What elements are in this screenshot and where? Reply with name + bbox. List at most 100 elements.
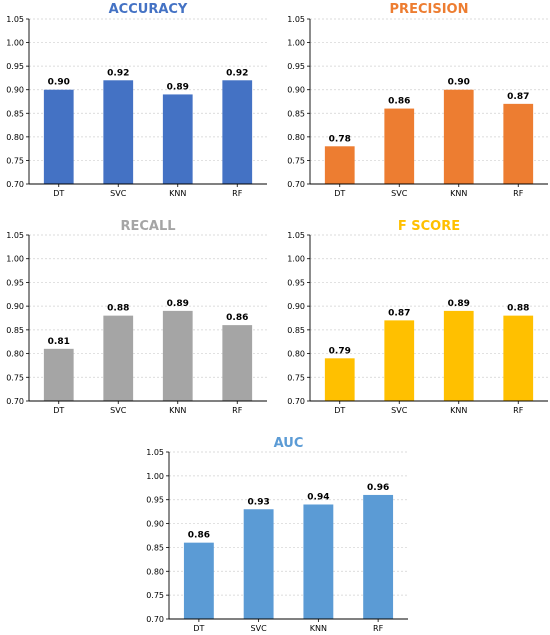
bar-dt [324,358,355,401]
bar-value-label: 0.88 [107,304,129,314]
y-tick-label: 0.85 [287,109,305,118]
bar-dt [324,146,355,184]
y-tick-label: 1.00 [287,255,305,264]
y-tick-label: 1.05 [287,15,305,24]
y-tick-label: 1.00 [6,255,24,264]
x-tick-label: KNN [450,406,467,415]
x-tick-label: RF [513,189,524,198]
x-tick-label: DT [53,406,64,415]
x-tick-label: RF [232,406,243,415]
y-tick-label: 0.95 [287,278,305,287]
bar-value-label: 0.78 [329,134,351,144]
bar-dt [43,348,74,401]
y-tick-label: 0.80 [6,133,24,142]
y-tick-label: 1.00 [146,472,164,481]
y-tick-label: 0.80 [287,350,305,359]
x-tick-label: RF [513,406,524,415]
y-tick-label: 0.95 [287,62,305,71]
y-tick-label: 0.80 [287,133,305,142]
bar-rf [503,315,534,401]
bar-knn [162,310,193,401]
x-tick-label: DT [334,189,345,198]
bar-svc [103,315,134,401]
y-tick-label: 0.85 [146,543,164,552]
y-tick-label: 0.90 [146,520,164,529]
bar-rf [363,494,394,619]
x-tick-label: KNN [310,624,327,633]
y-tick-label: 0.90 [287,302,305,311]
bar-value-label: 0.88 [507,304,529,314]
chart-title: AUC [274,436,304,451]
bar-value-label: 0.86 [226,313,248,323]
bar-svc [384,108,415,184]
x-tick-label: KNN [169,189,186,198]
y-tick-label: 0.80 [146,567,164,576]
bar-value-label: 0.89 [167,299,189,309]
chart-4: AUC 0.70 0.75 0.80 0.85 0.90 0.95 1.00 1.05 0.86 D… [146,436,408,633]
bar-value-label: 0.92 [107,68,129,78]
bar-value-label: 0.79 [329,346,351,356]
bar-knn [162,94,193,184]
bar-value-label: 0.81 [48,337,70,347]
bar-rf [222,325,253,401]
x-tick-label: SVC [251,624,268,633]
bar-knn [303,504,334,619]
bar-value-label: 0.89 [167,82,189,92]
y-tick-label: 1.00 [287,39,305,48]
y-tick-label: 0.70 [287,180,305,189]
y-tick-label: 0.80 [6,350,24,359]
y-tick-label: 0.95 [146,496,164,505]
bar-value-label: 0.90 [48,78,70,88]
bar-knn [443,310,474,401]
y-tick-label: 0.70 [6,180,24,189]
bar-rf [503,103,534,184]
x-tick-label: SVC [110,189,127,198]
y-tick-label: 1.05 [6,231,24,240]
y-tick-label: 0.70 [287,397,305,406]
x-tick-label: RF [232,189,243,198]
bar-value-label: 0.90 [448,78,470,88]
chart-title: RECALL [120,219,175,234]
bar-rf [222,80,253,184]
chart-title: PRECISION [390,2,469,17]
bar-dt [43,89,74,184]
bar-svc [243,509,274,619]
bar-svc [103,80,134,184]
x-tick-label: DT [53,189,64,198]
bar-knn [443,89,474,184]
y-tick-label: 0.75 [6,156,24,165]
y-tick-label: 0.75 [146,591,164,600]
bar-value-label: 0.94 [307,492,329,502]
y-tick-label: 0.85 [287,326,305,335]
bar-value-label: 0.96 [367,483,389,493]
x-tick-label: KNN [169,406,186,415]
bar-value-label: 0.92 [226,68,248,78]
y-tick-label: 1.00 [6,39,24,48]
x-tick-label: SVC [391,406,408,415]
y-tick-label: 0.85 [6,326,24,335]
bar-dt [183,542,214,619]
x-tick-label: KNN [450,189,467,198]
chart-0: ACCURACY 0.70 0.75 0.80 0.85 0.90 0.95 1.00 1.05… [6,2,267,198]
y-tick-label: 0.75 [287,156,305,165]
chart-3: F SCORE 0.70 0.75 0.80 0.85 0.90 0.95 1.00 1.05 0… [287,219,548,415]
x-tick-label: SVC [110,406,127,415]
y-tick-label: 1.05 [287,231,305,240]
y-tick-label: 0.70 [146,615,164,624]
y-tick-label: 0.90 [6,302,24,311]
y-tick-label: 0.75 [6,373,24,382]
y-tick-label: 0.95 [6,62,24,71]
x-tick-label: RF [373,624,384,633]
bar-value-label: 0.86 [388,97,410,107]
bar-value-label: 0.89 [448,299,470,309]
x-tick-label: DT [334,406,345,415]
y-tick-label: 0.95 [6,278,24,287]
y-tick-label: 0.85 [6,109,24,118]
y-tick-label: 0.75 [287,373,305,382]
chart-1: PRECISION 0.70 0.75 0.80 0.85 0.90 0.95 1.00 1.0… [287,2,548,198]
bar-value-label: 0.87 [388,308,410,318]
bar-svc [384,320,415,401]
bar-value-label: 0.87 [507,92,529,102]
y-tick-label: 1.05 [6,15,24,24]
